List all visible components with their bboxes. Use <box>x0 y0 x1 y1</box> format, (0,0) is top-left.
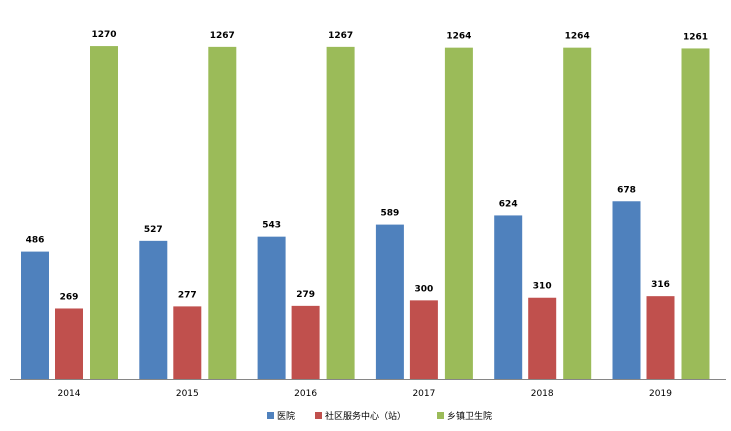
legend-swatch <box>315 412 322 419</box>
legend-swatch <box>437 412 444 419</box>
x-tick-label: 2019 <box>649 389 672 399</box>
bar-2017-2 <box>444 47 473 379</box>
x-tick-label: 2015 <box>176 389 199 399</box>
bar-2018-1 <box>528 297 557 379</box>
data-label: 1267 <box>210 31 235 41</box>
x-tick-label: 2018 <box>531 389 554 399</box>
bar-2019-1 <box>646 296 675 379</box>
data-label: 1270 <box>91 30 116 40</box>
legend-swatch <box>267 412 274 419</box>
data-label: 1261 <box>683 32 708 42</box>
bar-2016-0 <box>257 236 286 379</box>
data-label: 624 <box>499 199 518 209</box>
data-label: 543 <box>262 221 281 231</box>
data-label: 527 <box>144 225 163 235</box>
bar-2017-1 <box>409 300 438 379</box>
bar-2018-2 <box>563 47 592 379</box>
bar-2017-0 <box>375 224 404 379</box>
legend-label: 社区服务中心（站） <box>325 410 406 422</box>
data-label: 300 <box>415 284 434 294</box>
bar-2019-2 <box>681 48 710 379</box>
bar-2014-1 <box>55 308 83 379</box>
data-label: 678 <box>617 185 636 195</box>
bar-2015-0 <box>139 240 168 379</box>
bar-2016-1 <box>291 305 320 379</box>
data-label: 589 <box>381 209 400 219</box>
bar-2014-0 <box>21 251 49 379</box>
data-label: 486 <box>26 236 45 246</box>
data-label: 1267 <box>328 31 353 41</box>
x-tick-label: 2014 <box>58 389 81 399</box>
legend-label: 乡镇卫生院 <box>447 410 492 422</box>
data-label: 277 <box>178 290 197 300</box>
data-label: 316 <box>651 280 670 290</box>
x-tick-label: 2017 <box>412 389 435 399</box>
bar-2019-0 <box>612 201 641 379</box>
bar-2015-2 <box>208 46 237 380</box>
bar-2014-2 <box>90 46 118 379</box>
legend-label: 医院 <box>277 410 295 422</box>
data-label: 269 <box>60 292 79 302</box>
bar-2018-0 <box>494 215 523 379</box>
data-label: 1264 <box>565 32 590 42</box>
data-label: 279 <box>296 290 315 300</box>
x-tick-label: 2016 <box>294 389 317 399</box>
data-label: 1264 <box>446 32 471 42</box>
data-label: 310 <box>533 282 552 292</box>
bar-2016-2 <box>326 46 355 380</box>
bar-2015-1 <box>173 306 202 379</box>
